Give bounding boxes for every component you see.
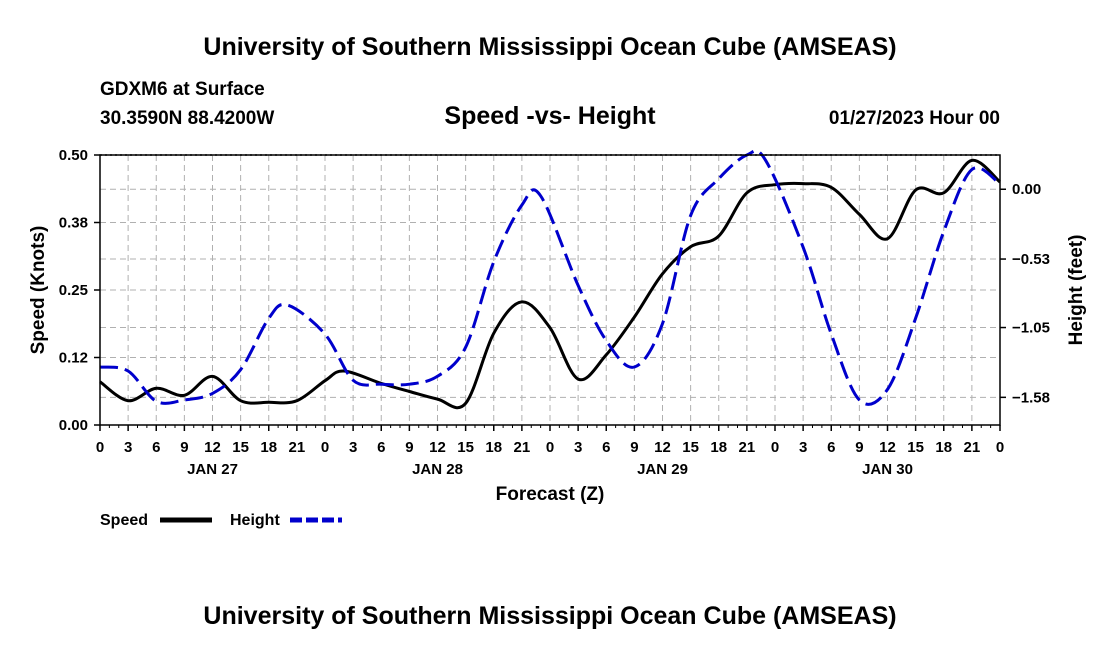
y-tick-label: 0.38	[59, 215, 88, 232]
x-tick-label: 6	[827, 439, 835, 456]
x-tick-label: 18	[710, 439, 727, 456]
x-tick-label: 15	[682, 439, 699, 456]
y-tick-label: 0.12	[59, 350, 88, 367]
height-series-line	[99, 149, 1001, 406]
x-tick-label: 3	[124, 439, 132, 456]
speed-series-line	[99, 158, 1002, 410]
x-tick-label: 12	[879, 439, 896, 456]
x-tick-label: 9	[405, 439, 413, 456]
x-tick-label: 3	[799, 439, 807, 456]
x-tick-label: 9	[630, 439, 638, 456]
x-tick-label: 18	[260, 439, 277, 456]
day-label: JAN 30	[862, 461, 913, 478]
x-tick-label: 12	[429, 439, 446, 456]
x-tick-label: 15	[457, 439, 474, 456]
x-tick-label: 15	[907, 439, 924, 456]
station-label: GDXM6 at Surface	[100, 79, 265, 100]
x-tick-label: 9	[855, 439, 863, 456]
x-tick-label: 12	[204, 439, 221, 456]
y-tick-label: 0.50	[59, 147, 88, 164]
x-tick-label: 18	[935, 439, 952, 456]
x-tick-label: 21	[739, 439, 756, 456]
chart-subtitle: Speed -vs- Height	[444, 102, 656, 130]
legend-height-label: Height	[230, 512, 280, 529]
x-tick-label: 0	[996, 439, 1004, 456]
bottom-title: University of Southern Mississippi Ocean…	[203, 602, 896, 630]
x-tick-label: 21	[514, 439, 531, 456]
day-label: JAN 29	[637, 461, 688, 478]
chart-main-title: University of Southern Mississippi Ocean…	[203, 33, 896, 61]
x-axis-label: Forecast (Z)	[496, 484, 605, 505]
x-tick-label: 21	[964, 439, 981, 456]
legend-speed-label: Speed	[100, 512, 148, 529]
x-tick-label: 0	[96, 439, 104, 456]
data-series	[99, 149, 1002, 410]
x-tick-label: 0	[546, 439, 554, 456]
forecast-datetime: 01/27/2023 Hour 00	[829, 108, 1000, 129]
x-tick-label: 18	[485, 439, 502, 456]
x-tick-label: 3	[574, 439, 582, 456]
x-tick-label: 3	[349, 439, 357, 456]
x-tick-label: 6	[152, 439, 160, 456]
y2-tick-label: −1.58	[1012, 389, 1050, 406]
y-tick-label: 0.00	[59, 417, 88, 434]
y2-tick-label: 0.00	[1012, 181, 1041, 198]
x-tick-label: 6	[377, 439, 385, 456]
day-label: JAN 27	[187, 461, 238, 478]
coordinates-label: 30.3590N 88.4200W	[100, 108, 274, 129]
y-tick-label: 0.25	[59, 282, 88, 299]
x-tick-label: 0	[321, 439, 329, 456]
x-tick-label: 9	[180, 439, 188, 456]
y-axis-label: Speed (Knots)	[28, 226, 49, 355]
day-label: JAN 28	[412, 461, 463, 478]
y2-tick-label: −0.53	[1012, 251, 1050, 268]
x-tick-label: 0	[771, 439, 779, 456]
grid	[100, 155, 1000, 425]
x-tick-label: 21	[289, 439, 306, 456]
y2-tick-label: −1.05	[1012, 320, 1050, 337]
y2-axis-label: Height (feet)	[1066, 235, 1087, 346]
x-tick-label: 6	[602, 439, 610, 456]
x-tick-label: 12	[654, 439, 671, 456]
legend: Speed Height	[100, 512, 342, 529]
x-tick-label: 15	[232, 439, 249, 456]
axes: 0 3 6 9 12 15 18 21 0 3 6 9 12 15 18 21 0 3 6 9 12 15 18 21 0 3 6 9…	[59, 147, 1050, 478]
